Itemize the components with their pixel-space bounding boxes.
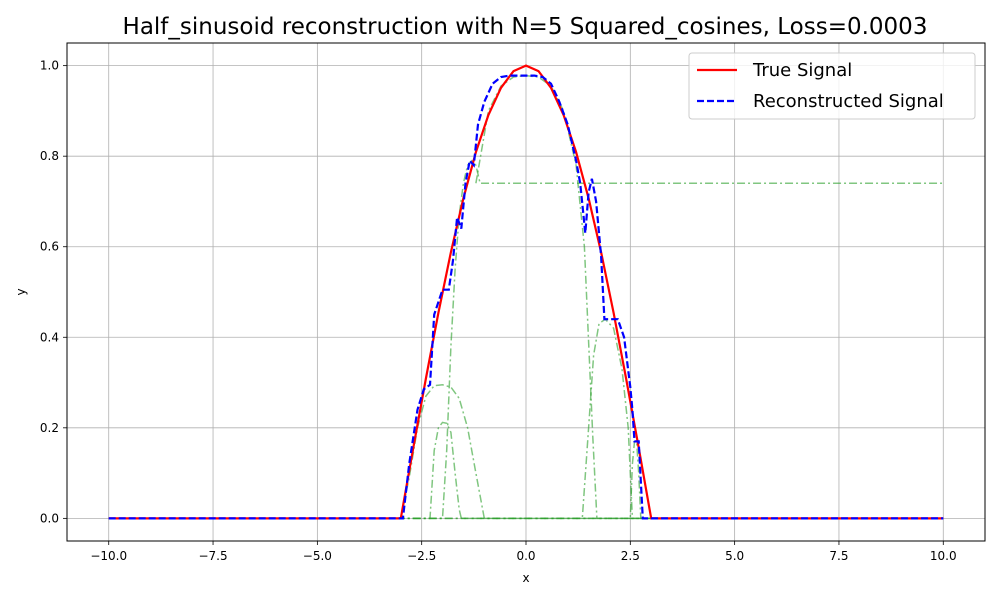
x-tick-label: −7.5 [198, 549, 227, 563]
component-line-1 [108, 384, 944, 520]
x-tick-label: 0.0 [516, 549, 535, 563]
y-tick-label: 0.4 [40, 330, 59, 344]
x-tick-label: −2.5 [407, 549, 436, 563]
component-line-3 [108, 159, 944, 520]
x-axis: −10.0 −7.5 −5.0 −2.5 0.0 2.5 5.0 7.5 10.0 [90, 541, 957, 563]
x-axis-label: x [522, 571, 529, 585]
series-line-2 [108, 74, 944, 520]
y-tick-label: 0.2 [40, 421, 59, 435]
y-axis: 0.0 0.2 0.4 0.6 0.8 1.0 [40, 59, 67, 525]
x-tick-label: 5.0 [725, 549, 744, 563]
legend-box [688, 52, 976, 120]
y-tick-label: 0.6 [40, 240, 59, 254]
legend-label-2: Reconstructed Signal [753, 91, 944, 112]
y-axis-label: y [14, 288, 28, 295]
x-tick-label: −10.0 [90, 549, 127, 563]
chart-title: Half_sinusoid reconstruction with N=5 Sq… [123, 14, 928, 40]
series-line-1 [108, 64, 944, 520]
component-line-4 [475, 74, 944, 520]
x-tick-label: 10.0 [930, 549, 957, 563]
legend: True Signal Reconstructed Signal [688, 52, 976, 120]
legend-label-1: True Signal [752, 60, 852, 81]
x-tick-label: 7.5 [829, 549, 848, 563]
x-tick-label: 2.5 [621, 549, 640, 563]
y-tick-label: 1.0 [40, 59, 59, 73]
y-tick-label: 0.8 [40, 149, 59, 163]
x-tick-label: −5.0 [303, 549, 332, 563]
component-line-2 [108, 421, 944, 520]
series-lines [108, 64, 944, 520]
y-tick-label: 0.0 [40, 511, 59, 525]
